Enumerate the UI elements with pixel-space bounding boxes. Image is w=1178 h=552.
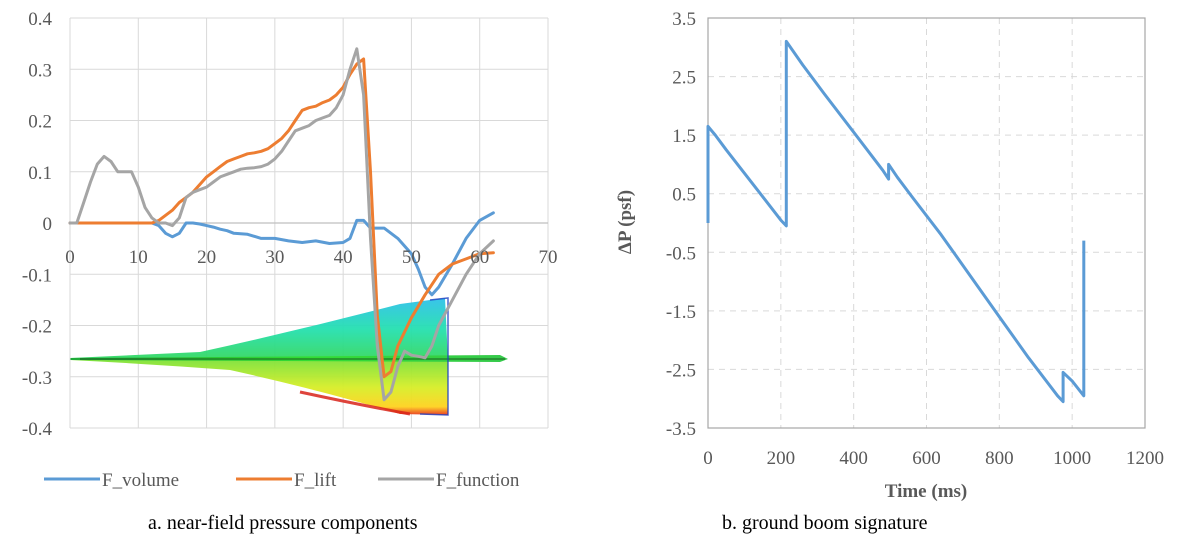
chart-b-gridlines [708, 18, 1145, 428]
chart-a-legend-label: F_function [436, 470, 520, 491]
aircraft-pressure-contour [70, 297, 508, 416]
chart-a-y-tick-label: 0 [43, 214, 53, 235]
chart-a-y-tick-label: -0.2 [22, 317, 52, 338]
chart-a-y-tick-label: 0.4 [28, 9, 52, 30]
chart-b-x-tick-label: 600 [912, 448, 941, 469]
chart-b-y-tick-label: -3.5 [666, 419, 696, 440]
chart-b-y-tick-label: -1.5 [666, 302, 696, 323]
chart-b-series [706, 39, 1086, 404]
chart-b-ground-boom: 0 200 400 600 800 1000 1200 3.5 2.5 1.5 0.5 -0.5 -1.… [615, 9, 1164, 502]
chart-a-x-tick-label: 60 [470, 247, 489, 268]
chart-b-x-tick-label: 0 [703, 448, 713, 469]
chart-a-x-tick-label: 10 [129, 247, 148, 268]
planform-leading-edge-red [299, 390, 411, 416]
chart-b-x-tick-label: 400 [839, 448, 868, 469]
chart-a-series [68, 47, 495, 402]
caption-b: b. ground boom signature [722, 512, 928, 534]
chart-b-y-tick-label: -0.5 [666, 243, 696, 264]
chart-a-x-tick-label: 70 [539, 247, 558, 268]
chart-b-y-tick-label: 0.5 [672, 185, 696, 206]
chart-a-tick-labels: 0 10 20 30 40 50 60 70 0.4 0.3 0.2 0.1 0 -0.1 -0.2 -0.3… [22, 9, 558, 440]
chart-b-series-signature [706, 39, 1086, 404]
planform-lower-surface [70, 360, 448, 415]
chart-a-x-tick-label: 20 [197, 247, 216, 268]
chart-b-x-tick-label: 800 [985, 448, 1014, 469]
chart-a-x-tick-label: 40 [334, 247, 353, 268]
chart-b-x-axis-title: Time (ms) [885, 481, 968, 502]
chart-b-plot-frame [707, 17, 1146, 429]
chart-a-y-tick-label: -0.4 [22, 419, 53, 440]
chart-a-series-f-lift [68, 57, 495, 379]
chart-a-x-tick-label: 30 [265, 247, 284, 268]
chart-a-legend-label: F_volume [102, 470, 179, 491]
chart-b-tick-labels: 0 200 400 600 800 1000 1200 3.5 2.5 1.5 0.5 -0.5 -1.… [666, 9, 1164, 469]
chart-b-axes [707, 17, 1146, 429]
chart-b-x-tick-label: 1200 [1126, 448, 1164, 469]
chart-b-y-axis-title: ΔP (psf) [615, 190, 636, 254]
chart-a-y-tick-label: 0.1 [28, 163, 52, 184]
planform-upper-surface [70, 298, 448, 360]
chart-a-y-tick-label: -0.3 [22, 368, 52, 389]
chart-b-y-tick-label: -2.5 [666, 360, 696, 381]
chart-a-near-field: 0 10 20 30 40 50 60 70 0.4 0.3 0.2 0.1 0 -0.1 -0.2 -0.3… [22, 9, 558, 491]
chart-a-legend: F_volume F_lift F_function [44, 470, 520, 491]
chart-a-x-tick-label: 50 [402, 247, 421, 268]
chart-a-x-tick-label: 0 [65, 247, 75, 268]
chart-b-x-tick-label: 200 [767, 448, 796, 469]
chart-b-y-tick-label: 2.5 [672, 68, 696, 89]
planform-trailing-edge [419, 297, 449, 416]
chart-b-y-tick-label: 3.5 [672, 9, 696, 30]
chart-a-y-tick-label: -0.1 [22, 265, 52, 286]
chart-a-y-tick-label: 0.3 [28, 60, 52, 81]
chart-a-y-tick-label: 0.2 [28, 112, 52, 133]
chart-b-x-tick-label: 1000 [1053, 448, 1091, 469]
caption-a: a. near-field pressure components [148, 512, 418, 534]
chart-a-legend-label: F_lift [294, 470, 337, 491]
chart-b-y-tick-label: 1.5 [672, 126, 696, 147]
chart-a-series-f-function [68, 47, 495, 402]
